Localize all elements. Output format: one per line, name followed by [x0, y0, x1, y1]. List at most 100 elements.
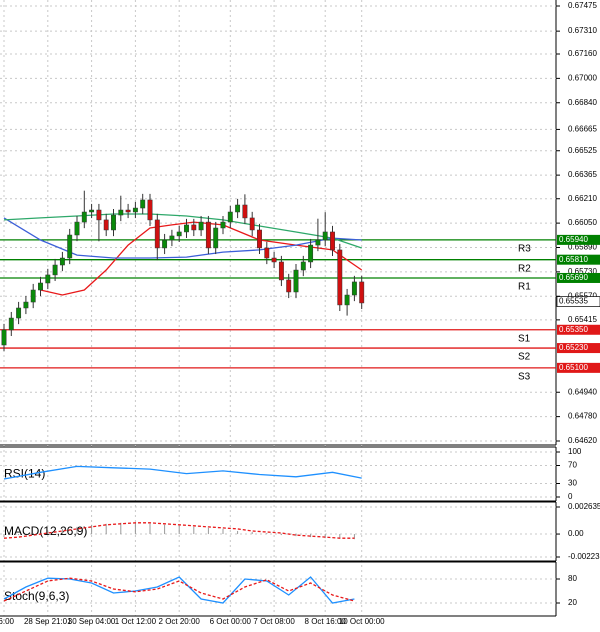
- level-tag-label: 0.65350: [559, 325, 588, 334]
- y-tick-label: 0.67000: [568, 73, 597, 82]
- candle-body: [1, 329, 7, 346]
- candle-body: [132, 207, 138, 213]
- level-name: S1: [518, 333, 531, 344]
- candle-body: [257, 229, 262, 249]
- y-tick-label: 0.67310: [568, 26, 597, 35]
- x-tick-label: 16:00: [0, 617, 15, 626]
- candle-body: [308, 244, 314, 263]
- level-tag-label: 0.65100: [559, 363, 588, 372]
- candle-body: [38, 282, 43, 291]
- candle-body: [220, 221, 226, 229]
- y-tick-label: 0.67475: [568, 1, 597, 10]
- candle-body: [59, 257, 65, 266]
- x-tick-label: 1 Oct 12:00: [115, 617, 157, 626]
- candle-body: [184, 224, 189, 233]
- x-tick-label: 7 Oct 08:00: [253, 617, 295, 626]
- indicator-line: [3, 522, 355, 539]
- level-name: R3: [518, 244, 531, 255]
- candle-body: [147, 199, 153, 221]
- last-price-tag: [556, 296, 600, 307]
- y-tick-label: 0.66665: [568, 125, 597, 134]
- indicator-title: RSI(14): [4, 467, 45, 481]
- indicator-line: [3, 577, 355, 602]
- x-tick-label: 28 Sep 21:01: [24, 617, 72, 626]
- y-tick-label: 80: [568, 574, 577, 583]
- y-tick-label: 0.64940: [568, 387, 597, 396]
- candle-body: [169, 235, 175, 241]
- y-tick-label: 0.00: [568, 529, 584, 538]
- candle-body: [300, 261, 306, 271]
- candle-body: [322, 231, 328, 241]
- candle-body: [52, 264, 58, 276]
- y-tick-label: 0.66840: [568, 98, 597, 107]
- y-tick-label: 30: [568, 479, 577, 488]
- y-tick-label: -0.002236: [568, 552, 600, 561]
- candle-body: [154, 219, 160, 249]
- candle-body: [23, 301, 29, 309]
- level-tag-label: 0.65940: [559, 235, 588, 244]
- y-tick-label: 0.66050: [568, 218, 597, 227]
- candle-body: [359, 281, 365, 304]
- y-tick-label: 0.64780: [568, 412, 597, 421]
- y-tick-label: 0.65415: [568, 315, 597, 324]
- y-tick-label: 20: [568, 598, 577, 607]
- candle-body: [162, 239, 168, 249]
- candle-body: [45, 274, 51, 284]
- candle-body: [198, 221, 204, 231]
- candle-body: [125, 209, 131, 213]
- candle-body: [315, 239, 321, 246]
- y-tick-label: 0.002635: [568, 502, 600, 511]
- candle-body: [74, 221, 80, 236]
- candle-body: [249, 217, 255, 231]
- candle-body: [111, 214, 116, 231]
- candle-body: [278, 261, 284, 281]
- y-tick-label: 100: [568, 447, 582, 456]
- level-tag: [557, 234, 600, 245]
- x-tick-label: 30 Sep 04:00: [68, 617, 116, 626]
- candle-body: [271, 257, 277, 263]
- x-tick-label: 10 Oct 00:00: [339, 617, 385, 626]
- candle-body: [213, 227, 219, 249]
- candle-body: [81, 211, 87, 223]
- level-tag: [557, 362, 600, 373]
- last-price-label: 0.65535: [559, 297, 588, 306]
- candle-body: [118, 209, 124, 216]
- level-tag: [557, 324, 600, 335]
- candle-body: [140, 199, 146, 209]
- y-tick-label: 0.66210: [568, 194, 597, 203]
- level-tag: [557, 254, 600, 265]
- y-tick-label: 0.66525: [568, 146, 597, 155]
- indicator-line: [3, 217, 362, 259]
- y-tick-label: 0.66365: [568, 170, 597, 179]
- level-name: S3: [518, 372, 531, 383]
- indicator-title: MACD(12,26,9): [4, 524, 87, 538]
- candle-body: [344, 294, 350, 306]
- candle-body: [89, 209, 95, 213]
- candle-body: [235, 204, 241, 213]
- level-tag-label: 0.65690: [559, 273, 588, 282]
- x-tick-label: 2 Oct 20:00: [159, 617, 201, 626]
- candle-body: [351, 281, 357, 296]
- candle-body: [286, 279, 292, 293]
- level-tag-label: 0.65230: [559, 343, 588, 352]
- y-tick-label: 70: [568, 461, 577, 470]
- candle-body: [227, 211, 233, 223]
- level-tag-label: 0.65810: [559, 255, 588, 264]
- y-tick-label: 0.67160: [568, 49, 597, 58]
- candle-body: [293, 269, 299, 293]
- candle-body: [8, 317, 14, 331]
- indicator-title: Stoch(9,6,3): [4, 589, 69, 603]
- candle-body: [30, 289, 36, 303]
- indicator-line: [3, 465, 362, 480]
- level-tag: [557, 272, 600, 283]
- candle-body: [337, 249, 343, 306]
- x-tick-label: 8 Oct 16:00: [305, 617, 347, 626]
- level-name: S2: [518, 352, 531, 363]
- candle-body: [242, 204, 248, 219]
- candle-body: [191, 224, 197, 231]
- x-tick-label: 6 Oct 00:00: [210, 617, 252, 626]
- candle-body: [330, 231, 335, 251]
